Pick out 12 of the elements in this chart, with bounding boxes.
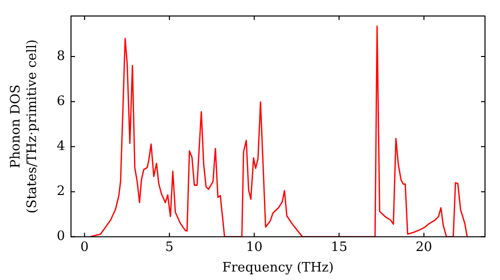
x-tick-label: 0 — [80, 240, 89, 255]
y-tick-label: 4 — [56, 139, 65, 154]
x-tick-label: 10 — [246, 240, 263, 255]
x-tick-label: 20 — [416, 240, 432, 255]
y-tick-label: 2 — [56, 184, 65, 200]
x-axis-title: Frequency (THz) — [222, 260, 334, 276]
y-tick-label: 6 — [56, 94, 65, 109]
y-tick-label: 8 — [56, 48, 65, 64]
y-tick-label: 0 — [56, 229, 65, 244]
x-tick-label: 15 — [330, 240, 348, 255]
x-tick-label: 5 — [165, 240, 174, 255]
y-axis-title: Phonon DOS (States/THz·primitive cell) — [8, 39, 40, 214]
